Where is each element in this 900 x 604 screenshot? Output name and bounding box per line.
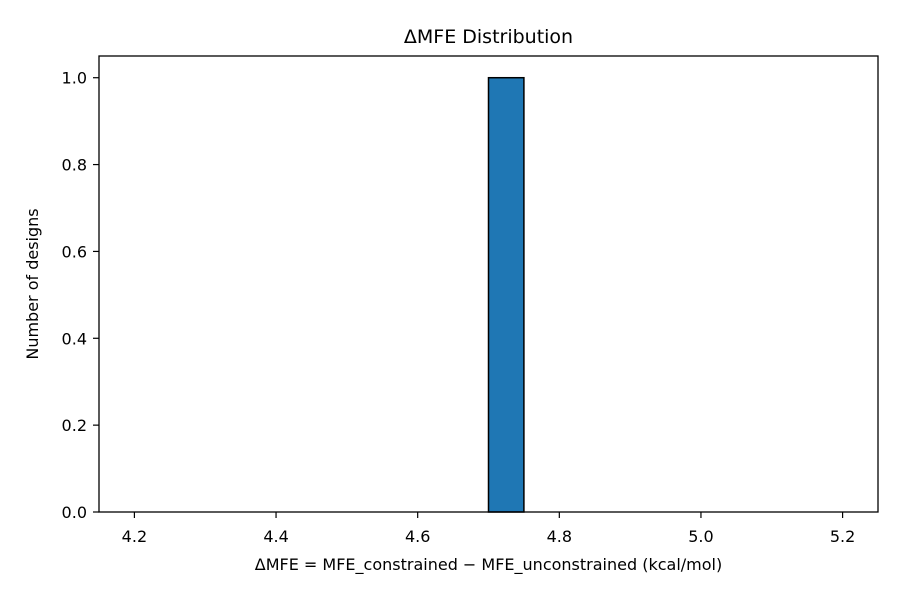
y-axis-ticks: 0.0 0.2 0.4 0.6 0.8 1.0 <box>62 69 99 522</box>
y-tick-label: 0.2 <box>62 416 87 435</box>
plot-frame <box>98 55 879 513</box>
bars-layer <box>487 76 525 513</box>
x-axis-label: ΔMFE = MFE_constrained − MFE_unconstrain… <box>255 555 722 575</box>
y-tick-label: 1.0 <box>62 69 87 88</box>
x-tick-label: 5.2 <box>830 527 855 546</box>
y-axis-label: Number of designs <box>23 208 42 359</box>
x-tick-label: 4.4 <box>263 527 288 546</box>
x-axis-ticks: 4.2 4.4 4.6 4.8 5.0 5.2 <box>122 512 855 546</box>
histogram-bar <box>487 76 525 513</box>
chart-title: ΔMFE Distribution <box>404 26 573 48</box>
y-tick-label: 0.0 <box>62 503 87 522</box>
x-tick-label: 4.6 <box>405 527 430 546</box>
x-tick-label: 4.8 <box>547 527 572 546</box>
y-tick-label: 0.6 <box>62 242 87 261</box>
x-tick-label: 4.2 <box>122 527 147 546</box>
x-tick-label: 5.0 <box>688 527 713 546</box>
y-tick-label: 0.4 <box>62 329 87 348</box>
y-tick-label: 0.8 <box>62 156 87 175</box>
